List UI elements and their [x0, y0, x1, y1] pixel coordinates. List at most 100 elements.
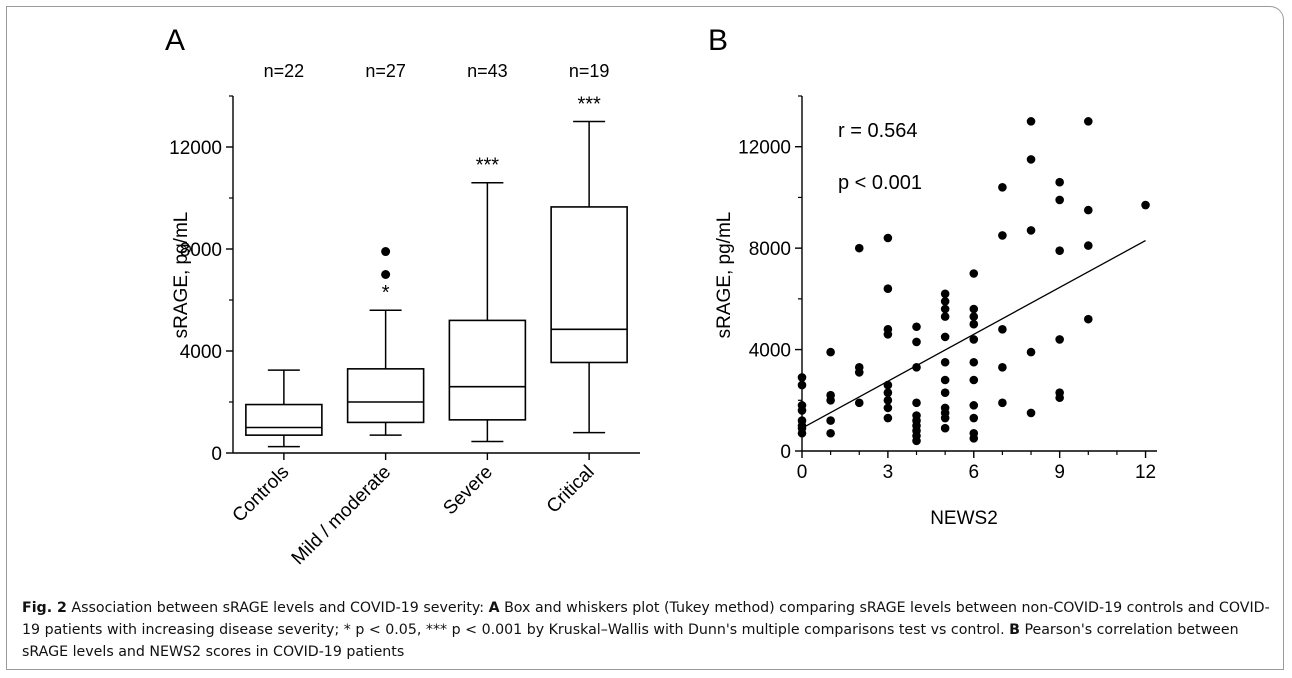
- correlation-r-annotation: r = 0.564: [838, 120, 918, 142]
- panel-a-y-tick-label: 12000: [169, 138, 222, 159]
- caption-text-1: Association between sRAGE levels and COV…: [66, 600, 489, 616]
- scatter-point: [940, 423, 950, 433]
- scatter-point: [883, 380, 893, 390]
- scatter-point: [940, 357, 950, 367]
- scatter-point: [969, 312, 979, 321]
- figure-caption: Fig. 2 Association between sRAGE levels …: [22, 597, 1272, 663]
- figure-charts: A sRAGE, pg/mL 0 4000 8000 12000 n=22 Contro…: [165, 24, 1157, 569]
- scatter-point: [940, 289, 950, 299]
- iqr-box: [346, 368, 425, 424]
- category-label: Mild / moderate: [288, 462, 395, 569]
- panel-b-x-tick-label: 9: [1054, 462, 1065, 483]
- scatter-point: [1026, 155, 1036, 164]
- scatter-point: [969, 304, 979, 314]
- n-label: n=19: [569, 61, 610, 81]
- scatter-point: [969, 335, 979, 344]
- scatter-point: [1055, 393, 1064, 403]
- panel-b-label: B: [708, 24, 728, 57]
- panel-b-y-tick-label: 12000: [738, 138, 791, 159]
- panel-b-y-tick-label: 4000: [749, 341, 791, 362]
- n-label: n=43: [467, 61, 508, 81]
- scatter-point: [883, 395, 893, 405]
- panel-b-x-tick-label: 12: [1135, 462, 1156, 483]
- panel-b-ticks: 0 4000 8000 12000 0 3 6 9 12: [738, 95, 1156, 483]
- scatter-point: [940, 388, 950, 397]
- scatter-point: [797, 380, 807, 390]
- panel-b-axes: [801, 96, 1157, 452]
- scatter-point: [883, 388, 893, 397]
- figure-frame: [6, 6, 1284, 670]
- scatter-point: [1055, 246, 1064, 255]
- panel-a-box-plot: A sRAGE, pg/mL 0 4000 8000 12000 n=22 Contro…: [165, 24, 640, 569]
- scatter-point: [969, 401, 979, 410]
- scatter-point: [883, 403, 893, 413]
- correlation-p-annotation: p < 0.001: [838, 172, 922, 194]
- scatter-point: [940, 312, 950, 321]
- panel-a-y-tick-label: 0: [211, 444, 222, 465]
- scatter-point: [1083, 314, 1093, 324]
- scatter-point: [940, 332, 950, 342]
- panel-b-x-axis-label: NEWS2: [930, 508, 998, 529]
- scatter-point: [969, 319, 979, 329]
- scatter-point: [797, 373, 807, 382]
- scatter-point: [797, 406, 807, 415]
- scatter-point: [912, 322, 921, 332]
- panel-b-y-tick-label: 8000: [749, 239, 791, 260]
- scatter-point: [1055, 335, 1064, 344]
- caption-text-2: Box and whiskers plot (Tukey method) com…: [22, 600, 1270, 638]
- scatter-point: [883, 413, 893, 423]
- scatter-point: [998, 398, 1007, 408]
- scatter-point: [1026, 347, 1036, 357]
- scatter-point: [940, 413, 950, 423]
- panel-a-boxes: [245, 120, 628, 460]
- caption-text-3: Pearson's correlation between sRAGE leve…: [22, 622, 1239, 660]
- scatter-point: [940, 375, 950, 385]
- scatter-point: [883, 284, 893, 294]
- scatter-point: [797, 428, 807, 438]
- scatter-point: [1083, 117, 1093, 126]
- scatter-point: [969, 434, 979, 443]
- iqr-box: [448, 319, 527, 421]
- scatter-point: [854, 243, 864, 253]
- scatter-point: [969, 375, 979, 385]
- scatter-point: [912, 436, 921, 446]
- panel-b-x-tick-label: 6: [968, 462, 979, 483]
- caption-figure-label: Fig. 2: [22, 600, 67, 616]
- scatter-point: [854, 368, 864, 377]
- scatter-point: [1026, 408, 1036, 418]
- panel-a-axes: [232, 96, 640, 454]
- box-severe: [448, 181, 527, 460]
- panel-a-y-tick-label: 4000: [180, 342, 222, 363]
- panel-a-y-axis-label: sRAGE, pg/mL: [171, 212, 192, 339]
- scatter-point: [912, 337, 921, 347]
- panel-b-scatter-plot: B sRAGE, pg/mL NEWS2 r = 0.564 p < 0.001…: [708, 24, 1157, 529]
- panel-b-x-tick-label: 0: [797, 462, 808, 483]
- scatter-point: [1026, 226, 1036, 235]
- scatter-point: [854, 398, 864, 408]
- panel-b-x-tick-label: 3: [883, 462, 894, 483]
- category-label: Controls: [229, 462, 294, 527]
- panel-b-y-tick-label: 0: [780, 442, 791, 463]
- scatter-point: [998, 182, 1007, 192]
- box-controls: [245, 369, 323, 460]
- scatter-point: [912, 398, 921, 408]
- scatter-point: [969, 413, 979, 423]
- outlier-point: [381, 270, 391, 279]
- scatter-point: [826, 347, 835, 357]
- scatter-point: [998, 231, 1007, 240]
- scatter-point: [998, 363, 1007, 372]
- regression-line: [801, 239, 1146, 429]
- panel-a-y-tick-label: 8000: [180, 240, 222, 261]
- caption-panel-a-ref: A: [488, 600, 500, 616]
- scatter-point: [1026, 117, 1036, 126]
- significance-marker: ***: [577, 94, 601, 116]
- panel-a-label: A: [165, 24, 185, 57]
- scatter-point: [1055, 177, 1064, 187]
- outlier-point: [381, 247, 391, 257]
- panel-a-ticks: 0 4000 8000 12000: [169, 95, 233, 465]
- scatter-point: [940, 304, 950, 314]
- box-critical: [550, 120, 628, 460]
- scatter-point: [940, 297, 950, 306]
- category-label: Critical: [543, 462, 599, 518]
